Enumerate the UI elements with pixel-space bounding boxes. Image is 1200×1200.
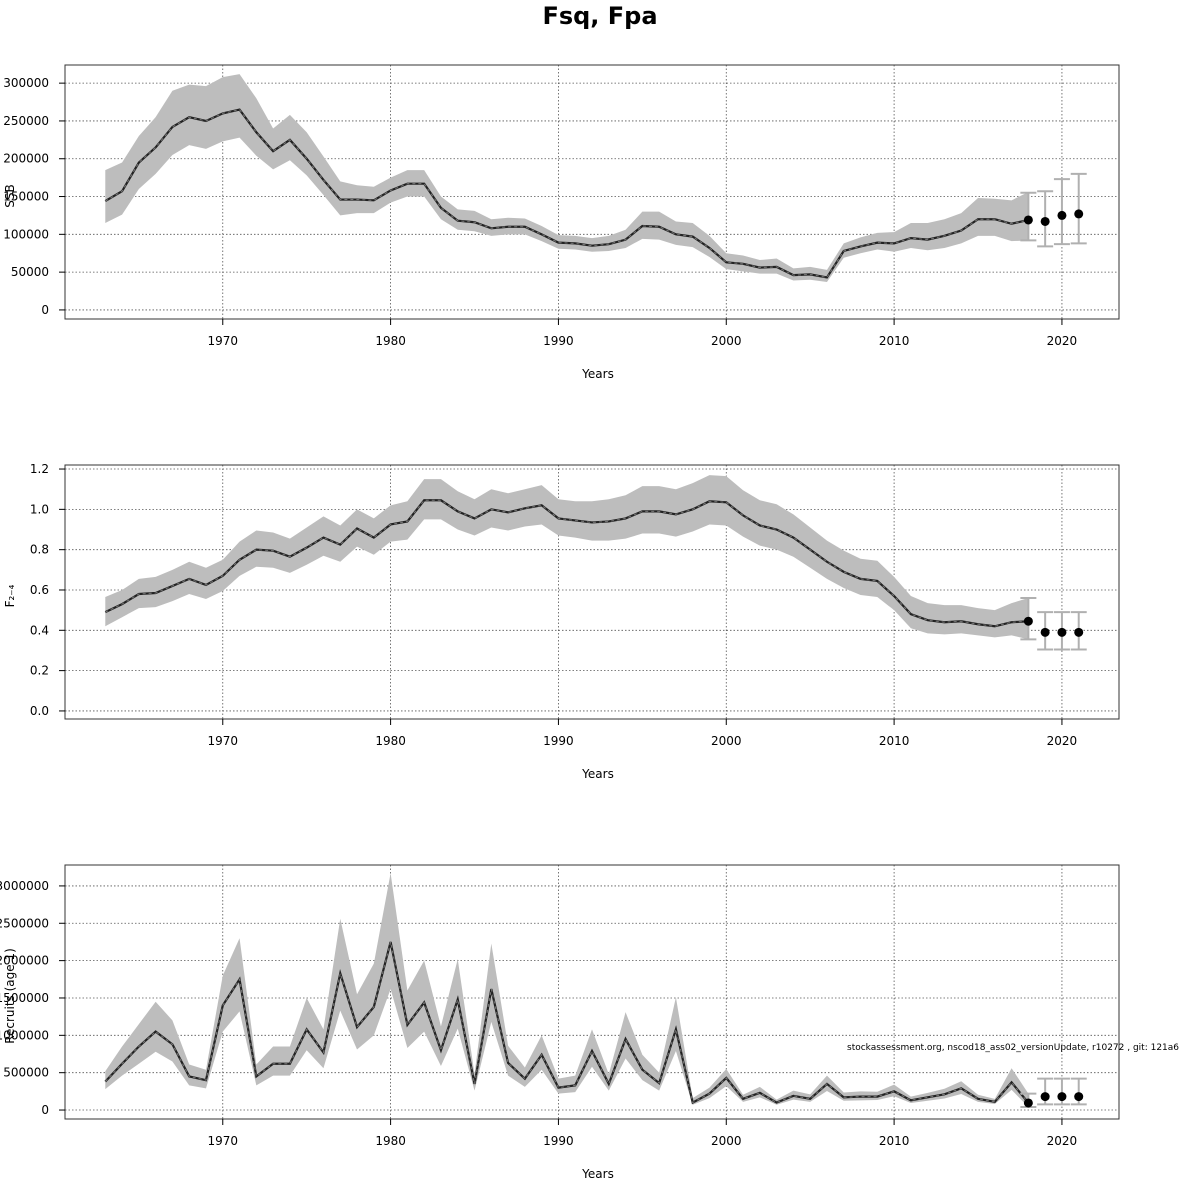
fishing-mortality-y-tick-label: 0.8	[30, 543, 49, 557]
ssb-x-tick-label: 1970	[207, 334, 238, 348]
recruits-plot-area	[104, 873, 1030, 1108]
recruits-x-axis-label: Years	[581, 1167, 614, 1181]
fishing-mortality-x-tick-label: 1980	[375, 734, 406, 748]
fishing-mortality-y-tick-label: 0.0	[30, 704, 49, 718]
ssb-y-tick-label: 150000	[3, 190, 49, 204]
ssb-x-tick-label: 2000	[711, 334, 742, 348]
recruits-forecast-point	[1040, 1092, 1050, 1102]
fishing-mortality-x-tick-label: 1990	[543, 734, 574, 748]
ssb-forecast-point	[1074, 209, 1084, 219]
recruits-y-tick-label: 1500000	[0, 991, 49, 1005]
recruits-panel: 1970 1980 1990 2000 2010 2020 0 500000 1000000 15…	[0, 864, 1120, 1181]
recruits-forecast-point	[1074, 1092, 1084, 1102]
fishing-mortality-frame	[64, 464, 1120, 720]
ssb-x-tick-label: 1980	[375, 334, 406, 348]
recruits-forecast-point	[1057, 1092, 1067, 1102]
ssb-y-tick-label: 200000	[3, 152, 49, 166]
ssb-forecast-errorbar	[1070, 172, 1087, 245]
recruits-y-tick-label: 2500000	[0, 916, 49, 930]
recruits-y-tick-label: 0	[41, 1103, 49, 1117]
fishing-mortality-x-axis-label: Years	[581, 767, 614, 781]
recruits-y-tick-label: 500000	[3, 1066, 49, 1080]
fishing-mortality-x-tick-label: 1970	[207, 734, 238, 748]
ssb-x-tick-label: 1990	[543, 334, 574, 348]
ssb-forecast-point	[1040, 216, 1050, 226]
recruits-confidence-band	[105, 873, 1029, 1108]
figure-title: Fsq, Fpa	[542, 2, 657, 30]
recruits-x-tick-label: 1980	[375, 1134, 406, 1148]
ssb-frame	[64, 64, 1120, 320]
recruits-x-tick-label: 2000	[711, 1134, 742, 1148]
ssb-x-axis-label: Years	[581, 367, 614, 381]
fishing-mortality-x-tick-label: 2000	[711, 734, 742, 748]
fishing-mortality-forecast-point	[1074, 627, 1084, 637]
ssb-y-tick-label: 0	[41, 303, 49, 317]
ssb-y-tick-label: 250000	[3, 114, 49, 128]
fishing-mortality-plot-area	[104, 475, 1029, 640]
fishing-mortality-forecast-point	[1057, 627, 1067, 637]
ssb-y-tick-label: 100000	[3, 227, 49, 241]
recruits-y-tick-label: 1000000	[0, 1028, 49, 1042]
ssb-panel: 1970 1980 1990 2000 2010 2020 0 50000 100000 1500…	[3, 64, 1120, 381]
recruits-y-axis-label: Recruits (age 1)	[3, 948, 17, 1044]
fishing-mortality-panel: 1970 1980 1990 2000 2010 2020 0.0 0.2 0.4 0.6 0.8 1…	[3, 462, 1120, 781]
recruits-forecast-point	[1023, 1098, 1033, 1108]
fishing-mortality-y-tick-label: 0.4	[30, 623, 49, 637]
recruits-x-tick-label: 2010	[879, 1134, 910, 1148]
fishing-mortality-y-tick-label: 1.2	[30, 462, 49, 476]
footnote: stockassessment.org, nscod18_ass02_versi…	[847, 1043, 1179, 1053]
ssb-plot-area	[104, 74, 1029, 282]
ssb-y-tick-label: 300000	[3, 76, 49, 90]
fishing-mortality-estimate-line-dash	[105, 499, 1029, 627]
fishing-mortality-y-axis-label: F₂₋₄	[3, 584, 17, 607]
fishing-mortality-y-tick-label: 0.6	[30, 583, 49, 597]
recruits-x-tick-label: 2020	[1047, 1134, 1078, 1148]
recruits-y-tick-label: 2000000	[0, 954, 49, 968]
ssb-x-tick-label: 2010	[879, 334, 910, 348]
fishing-mortality-x-tick-label: 2010	[879, 734, 910, 748]
ssb-x-tick-label: 2020	[1047, 334, 1078, 348]
ssb-y-axis-label: SSB	[3, 184, 17, 207]
recruits-x-tick-label: 1970	[207, 1134, 238, 1148]
ssb-forecast-point	[1057, 210, 1067, 220]
recruits-x-tick-label: 1990	[543, 1134, 574, 1148]
fishing-mortality-y-tick-label: 0.2	[30, 664, 49, 678]
ssb-confidence-band	[105, 74, 1029, 282]
fishing-mortality-forecast-point	[1040, 627, 1050, 637]
fishing-mortality-x-tick-label: 2020	[1047, 734, 1078, 748]
recruits-frame	[64, 864, 1120, 1120]
recruits-y-tick-label: 3000000	[0, 879, 49, 893]
ssb-y-tick-label: 50000	[11, 265, 49, 279]
ssb-forecast-point	[1023, 215, 1033, 225]
recruits-estimate-line-dash	[104, 941, 1029, 1104]
fishing-mortality-y-tick-label: 1.0	[30, 502, 49, 516]
ssb-estimate-line-dash	[105, 109, 1029, 278]
fishing-mortality-forecast-point	[1023, 616, 1033, 626]
